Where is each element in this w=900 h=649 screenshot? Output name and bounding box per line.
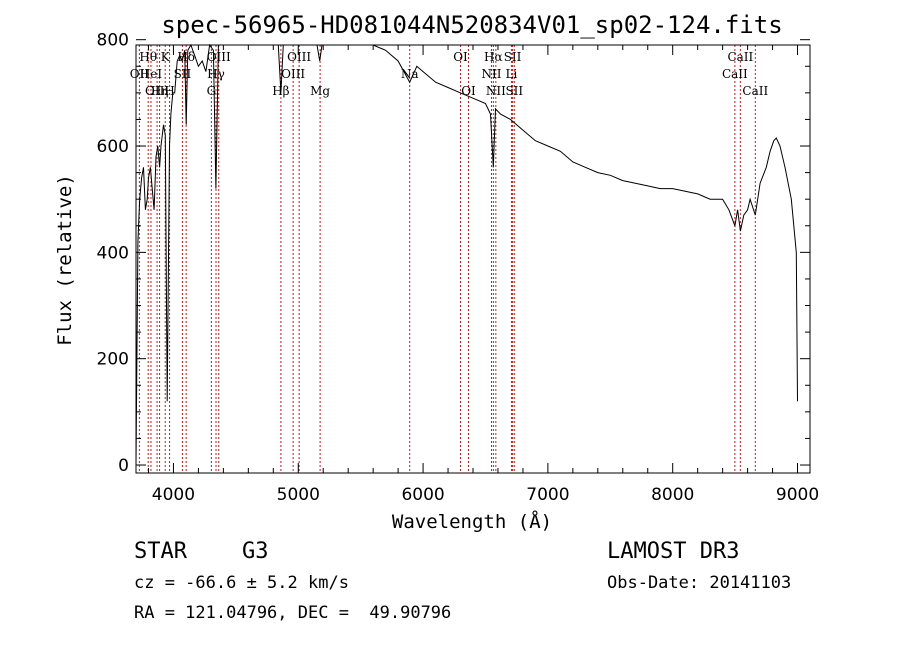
observation-date: Obs-Date: 20141103 <box>607 573 792 593</box>
x-axis-ticks: 4000 5000 6000 7000 8000 9000 <box>147 45 819 505</box>
emission-line-label: Li <box>506 67 518 81</box>
emission-line-label: SII <box>504 50 522 64</box>
survey-name: LAMOST DR3 <box>607 539 740 564</box>
emission-line-label: OII <box>130 67 150 81</box>
emission-line-markers <box>138 45 756 473</box>
emission-line-label: Hα <box>484 50 503 64</box>
emission-line-label: Hη <box>151 84 169 98</box>
emission-line-label: Na <box>401 67 419 81</box>
emission-line-label: NII <box>486 84 506 98</box>
x-tick-label: 4000 <box>152 485 195 505</box>
emission-line-label: NII <box>481 67 501 81</box>
emission-line-label: CaII <box>722 67 748 81</box>
emission-line-label: Hθ <box>139 50 157 64</box>
x-tick-label: 8000 <box>651 485 694 505</box>
emission-line-label: CaII <box>727 50 753 64</box>
emission-line-label: H <box>164 84 174 98</box>
x-tick-label: 7000 <box>526 485 569 505</box>
object-subclass: G3 <box>242 539 269 564</box>
x-tick-label: 9000 <box>776 485 819 505</box>
emission-line-label: OIII <box>287 50 311 64</box>
emission-line-label: Mg <box>310 84 330 98</box>
flux-series-line <box>135 43 798 466</box>
y-tick-label: 0 <box>118 456 129 476</box>
emission-line-label: HeI <box>140 67 163 81</box>
emission-line-label: SII <box>505 84 523 98</box>
plot-frame <box>135 44 811 474</box>
x-tick-label: 5000 <box>277 485 320 505</box>
y-tick-label: 600 <box>97 137 129 157</box>
redshift-velocity: cz = -66.6 ± 5.2 km/s <box>134 573 349 593</box>
chart-title: spec-56965-HD081044N520834V01_sp02-124.f… <box>161 11 782 39</box>
emission-line-label: OIII <box>207 50 231 64</box>
emission-line-label: OI <box>453 50 468 64</box>
emission-line-label: G <box>207 84 217 98</box>
object-class: STAR <box>134 539 187 564</box>
emission-line-label: OIII <box>145 84 169 98</box>
emission-line-label: Hγ <box>207 67 225 81</box>
x-tick-label: 6000 <box>401 485 444 505</box>
y-axis-label: Flux (relative) <box>54 174 76 346</box>
x-axis-label: Wavelength (Å) <box>392 510 552 533</box>
y-axis-ticks: 0 200 400 600 800 <box>97 31 810 476</box>
emission-line-labels: OIIHθHeIOIIIHηKHSIIHδGHγOIIIHβOIIIOIIIMg… <box>130 50 769 98</box>
emission-line-label: CaII <box>742 84 768 98</box>
y-tick-label: 800 <box>97 31 129 51</box>
emission-line-label: K <box>161 50 171 64</box>
sky-coordinates: RA = 121.04796, DEC = 49.90796 <box>134 603 452 623</box>
emission-line-label: OIII <box>281 67 305 81</box>
y-tick-label: 400 <box>97 243 129 263</box>
y-tick-label: 200 <box>97 350 129 370</box>
